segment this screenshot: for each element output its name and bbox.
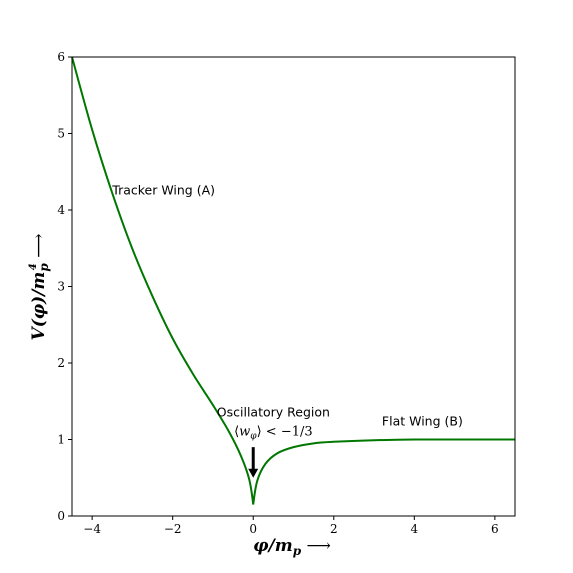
annotation-flat-wing: Flat Wing (B) (382, 414, 463, 429)
x-tick-label: 0 (249, 522, 257, 536)
x-tick-label: 4 (410, 522, 418, 536)
plot-frame (71, 56, 516, 517)
annotation-oscillatory-region: Oscillatory Region (217, 405, 330, 420)
x-axis-label: φ/mp ⟶ (253, 536, 331, 558)
annotation-tracker-wing: Tracker Wing (A) (111, 183, 215, 198)
potential-curve (71, 56, 515, 505)
y-tick-label: 6 (57, 50, 65, 64)
ticks: −4 −2 0 2 4 6 0 1 2 3 4 5 6 (57, 50, 498, 536)
x-tick-label: −4 (83, 522, 101, 536)
x-tick-label: 6 (491, 522, 499, 536)
y-tick-label: 2 (57, 356, 65, 370)
arrow-head (248, 468, 259, 478)
x-tick-label: 2 (330, 522, 338, 536)
y-tick-label: 3 (57, 280, 65, 294)
y-axis-label: V(φ)/mp4 ⟶ (28, 234, 51, 341)
annotation-eos-condition: ⟨wφ⟩ < −1/3 (234, 425, 313, 442)
x-tick-label: −2 (164, 522, 182, 536)
y-tick-label: 1 (57, 433, 65, 447)
y-tick-label: 5 (57, 127, 65, 141)
y-tick-label: 0 (57, 509, 65, 523)
y-tick-label: 4 (57, 203, 65, 217)
